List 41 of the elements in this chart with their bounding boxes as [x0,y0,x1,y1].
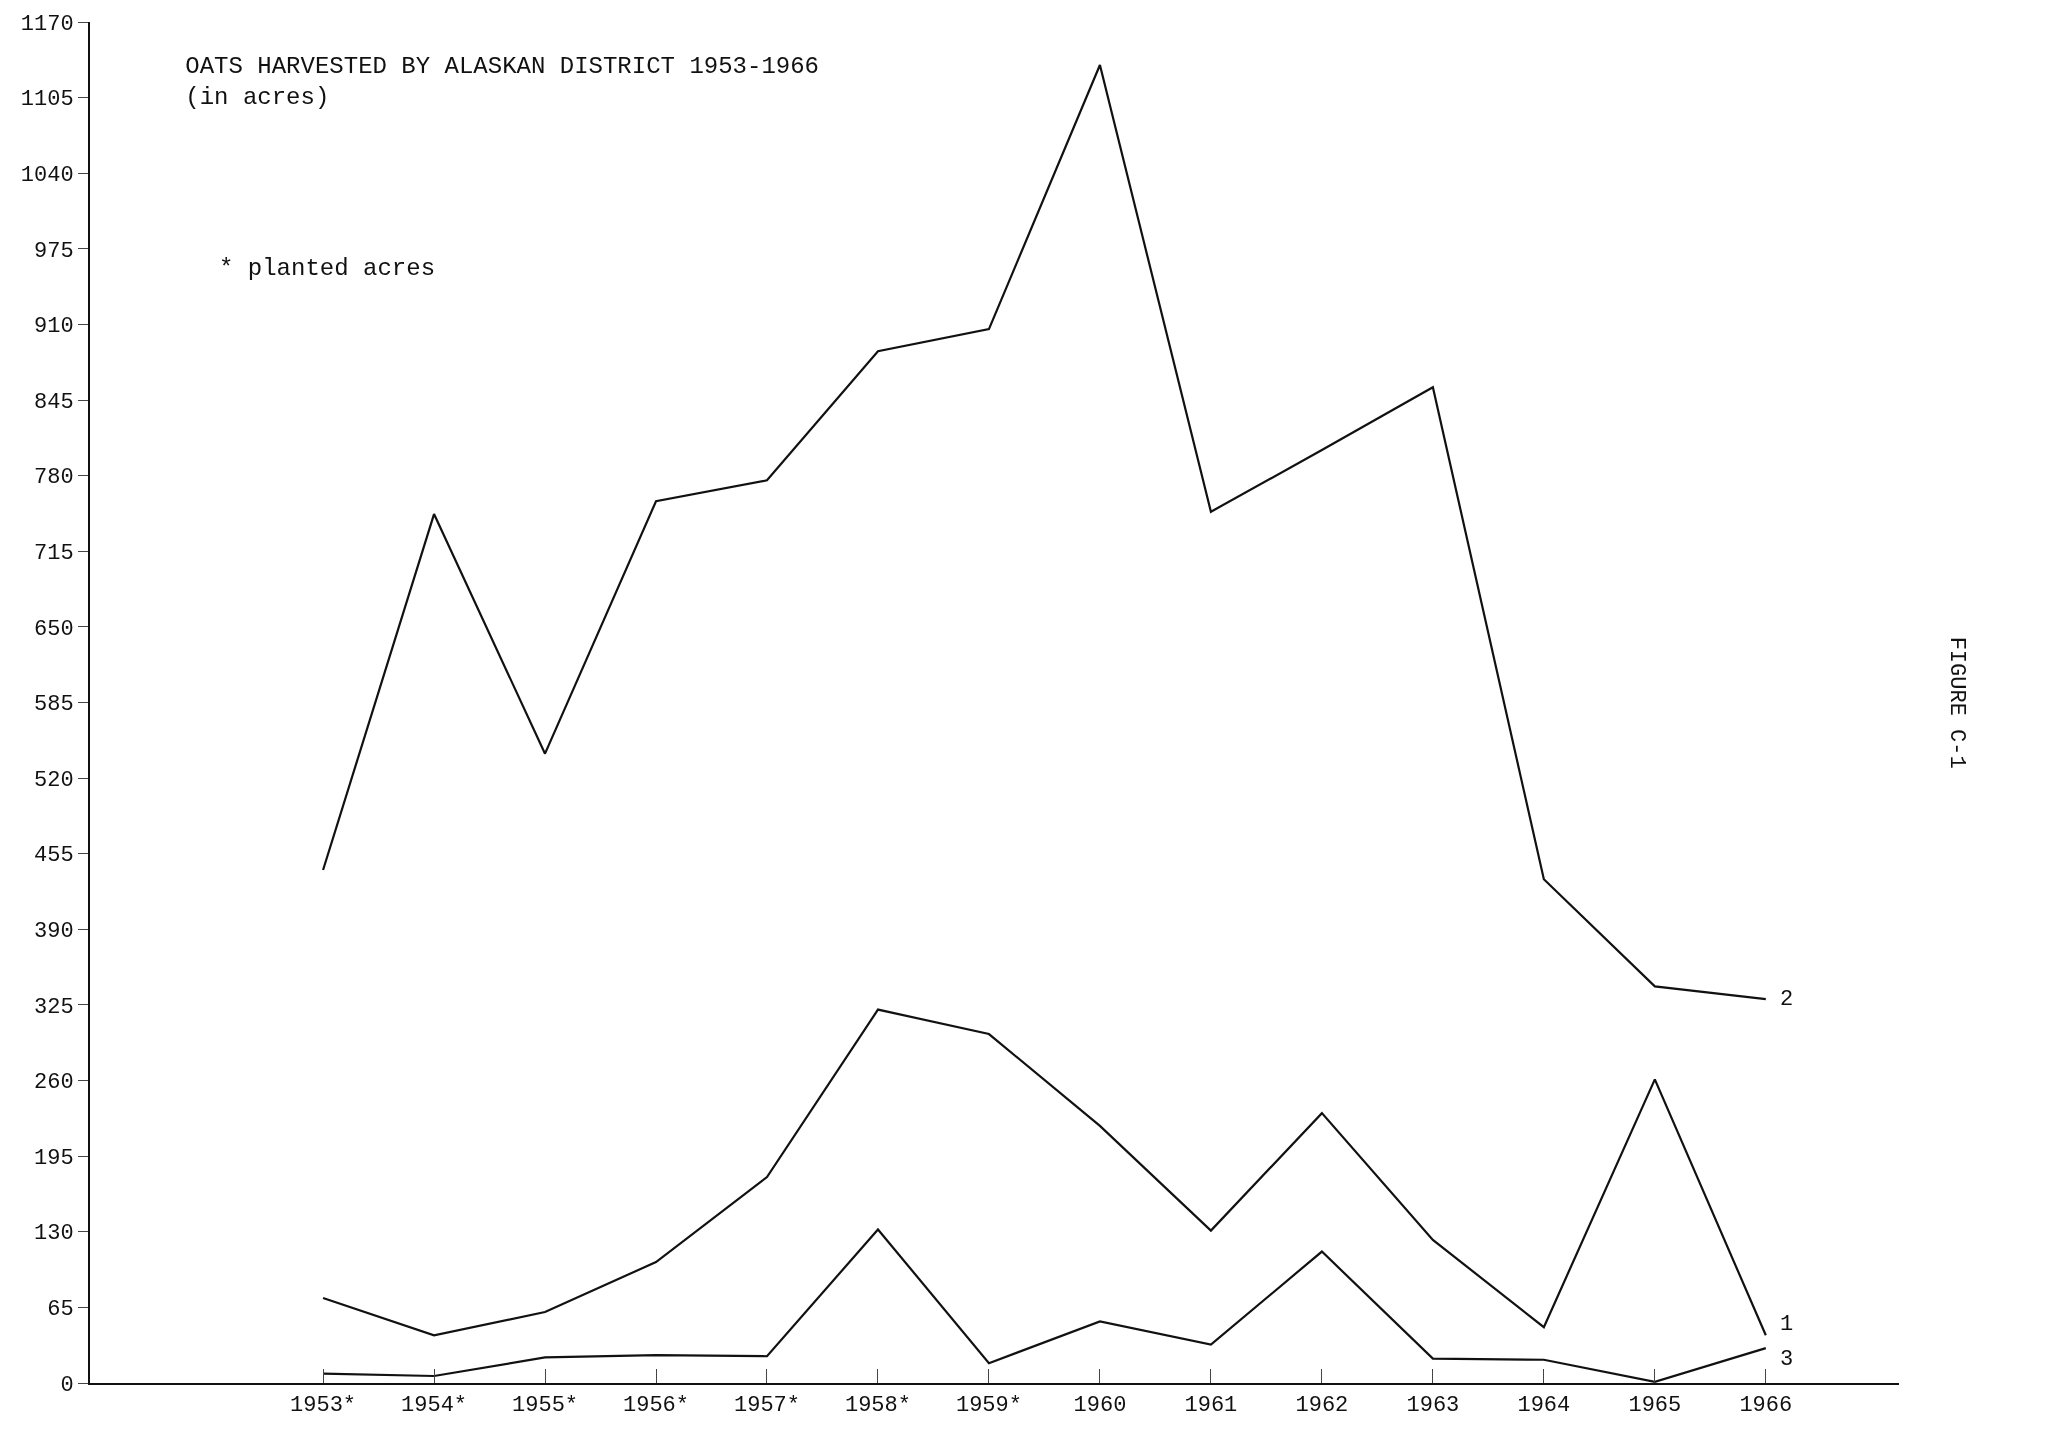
x-tick-label: 1958* [844,1393,911,1419]
y-tick-label: 0 [60,1372,74,1398]
series-label: 3 [1780,1347,1794,1372]
text: (in acres) [185,83,330,111]
y-tick-label: 845 [33,389,74,415]
y-tick-label: 325 [33,994,74,1020]
y-tick-label: 910 [33,314,74,340]
x-tick-label: 1963 [1406,1393,1460,1419]
x-tick-label: 1957* [733,1393,800,1419]
text: FIGURE C-1 [1944,636,1970,769]
y-tick-label: 780 [33,465,74,491]
y-tick-label: 390 [33,919,74,945]
x-tick-label: 1964 [1517,1393,1571,1419]
x-tick-label: 1966 [1739,1393,1793,1419]
x-tick-label: 1962 [1295,1393,1349,1419]
annotation: * planted acres [219,255,436,282]
x-tick-label: 1954* [401,1393,468,1419]
y-tick-label: 650 [33,616,74,642]
line-series [321,1008,1767,1337]
x-tick-label: 1959* [955,1393,1022,1419]
text: OATS HARVESTED BY ALASKAN DISTRICT 1953-1966 [185,52,820,80]
x-tick-label: 1956* [623,1393,690,1419]
x-tick-label: 1955* [512,1393,579,1419]
x-tick-label: 1961 [1184,1393,1238,1419]
y-tick-label: 585 [33,692,74,718]
y-tick-label: 520 [33,767,74,793]
y-tick-label: 455 [33,843,74,869]
y-tick-label: 1040 [20,162,74,188]
y-tick-label: 1170 [20,11,74,37]
y-tick-label: 130 [33,1221,74,1247]
y-tick-label: 975 [33,238,74,264]
y-tick-label: 715 [33,540,74,566]
y-tick-label: 1105 [20,87,74,113]
x-tick-label: 1960 [1073,1393,1127,1419]
x-tick-label: 1953* [290,1393,357,1419]
y-tick-label: 195 [33,1145,74,1171]
x-tick-label: 1965 [1628,1393,1682,1419]
series-label: 1 [1780,1312,1794,1337]
y-tick-label: 65 [47,1297,74,1323]
y-tick-label: 260 [33,1070,74,1096]
series-label: 2 [1780,987,1794,1012]
